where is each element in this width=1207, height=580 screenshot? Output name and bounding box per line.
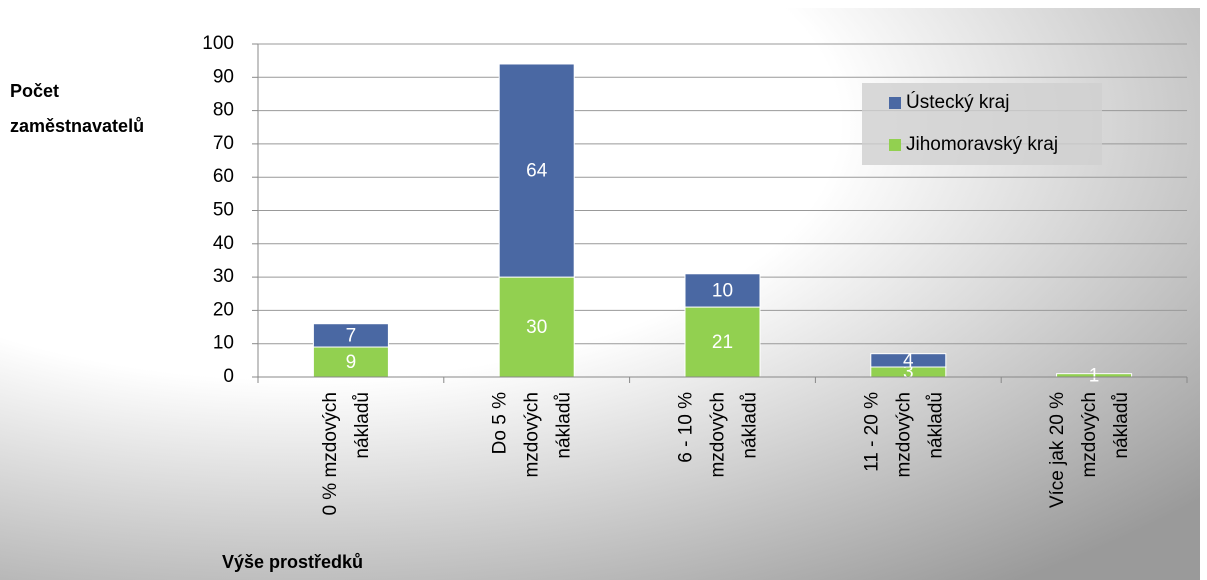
bar-segment: [312, 346, 389, 378]
bar-segment: [870, 353, 947, 368]
y-tick-label: 40: [213, 233, 234, 254]
value-label: 4: [903, 350, 914, 371]
value-label: 30: [526, 317, 547, 338]
legend-label: Jihomoravský kraj: [906, 134, 1058, 155]
value-label: 9: [346, 352, 357, 373]
value-label: 10: [712, 280, 733, 301]
x-tick-label: nákladů: [352, 392, 373, 459]
bar-segment: [312, 323, 389, 348]
value-label: 21: [712, 332, 733, 353]
legend-label: Ústecký kraj: [906, 91, 1009, 113]
x-tick-label-group: 6 - 10 % mzdových nákladů: [676, 392, 761, 478]
legend-swatch: [889, 139, 901, 151]
y-tick-label: 60: [213, 166, 234, 187]
y-tick-label: 10: [213, 333, 234, 354]
x-tick-label: 11 - 20 %: [861, 392, 882, 472]
x-tick-label: 6 - 10 %: [676, 392, 697, 463]
x-tick-label: nákladů: [925, 392, 946, 459]
y-tick-label: 100: [202, 33, 234, 54]
x-tick-label: nákladů: [740, 392, 761, 459]
x-tick-label: Do 5 %: [490, 392, 511, 454]
y-tick-label: 0: [223, 366, 234, 387]
y-tick-label: 90: [213, 66, 234, 87]
y-tick-label: 30: [213, 266, 234, 287]
value-label: 3: [903, 362, 914, 383]
x-tick-label-group: 0 % mzdových nákladů: [320, 392, 373, 516]
legend-swatch: [889, 97, 901, 109]
x-tick-label: nákladů: [554, 392, 575, 459]
x-tick-label: mzdových: [522, 392, 543, 478]
y-axis-title: Počet: [10, 81, 59, 101]
bar-segment: [498, 63, 575, 278]
legend-box: [862, 83, 1102, 165]
x-tick-label: mzdových: [1079, 392, 1100, 478]
x-tick-label: Více jak 20 %: [1047, 392, 1068, 508]
y-axis-title: zaměstnavatelů: [10, 116, 144, 136]
value-label: 64: [526, 161, 548, 182]
value-label: 7: [346, 325, 357, 346]
value-label: 1: [1089, 365, 1100, 386]
y-tick-label: 20: [213, 299, 234, 320]
x-tick-label-group: Do 5 % mzdových nákladů: [490, 392, 575, 478]
x-axis-title: Výše prostředků: [222, 552, 363, 572]
bar-segment: [684, 273, 761, 308]
x-tick-label: nákladů: [1111, 392, 1132, 459]
x-tick-label: mzdových: [708, 392, 729, 478]
y-tick-label: 50: [213, 200, 234, 221]
x-tick-label-group: Více jak 20 % mzdových nákladů: [1047, 392, 1132, 508]
x-tick-label-group: 11 - 20 % mzdových nákladů: [861, 392, 946, 478]
y-tick-label: 80: [213, 100, 234, 121]
x-tick-label: mzdových: [893, 392, 914, 478]
y-tick-label: 70: [213, 133, 234, 154]
x-tick-label: 0 % mzdových: [320, 392, 341, 516]
